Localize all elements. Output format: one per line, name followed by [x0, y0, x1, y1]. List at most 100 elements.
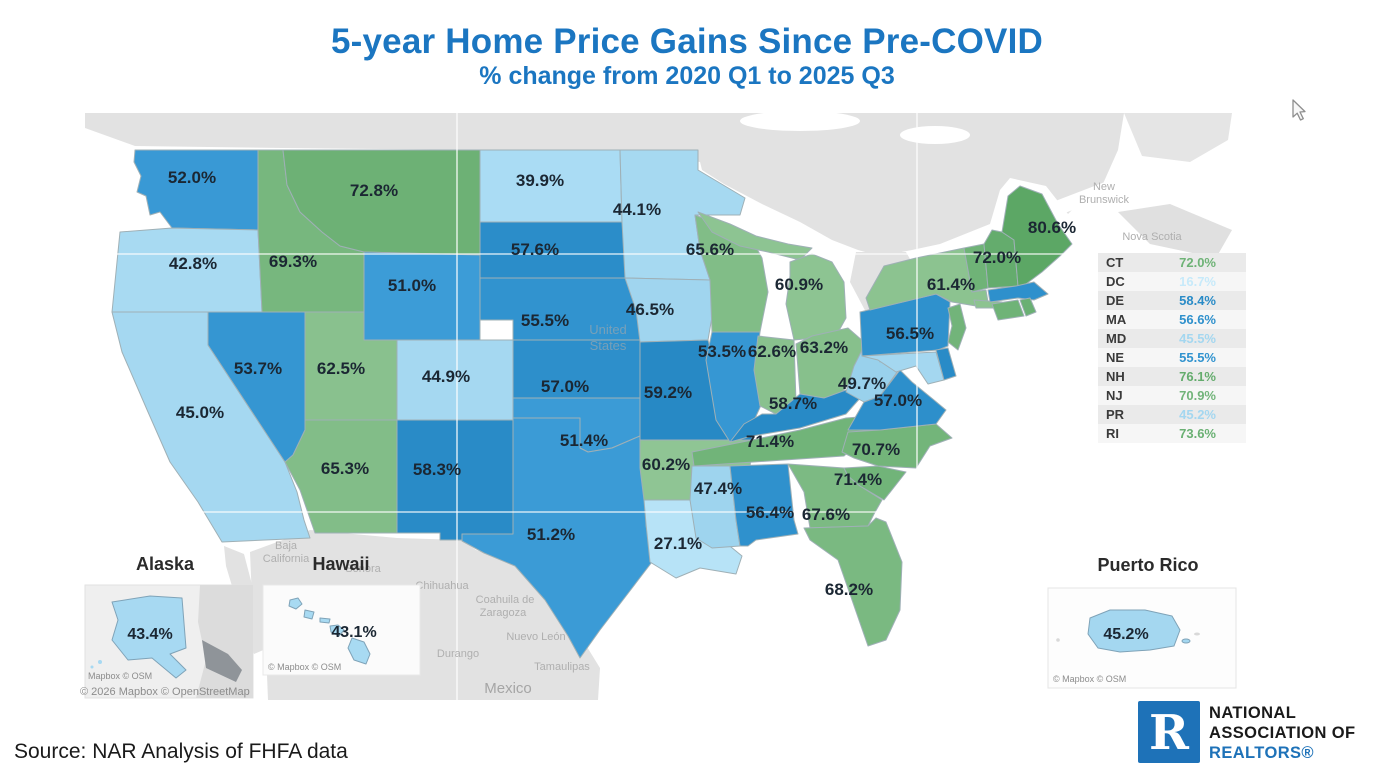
state-value-nv: 53.7% [234, 359, 282, 378]
baja-label-2: California [263, 553, 310, 565]
state-al[interactable] [729, 463, 799, 547]
legend-abbr-md: MD [1106, 331, 1127, 346]
legend-row-ne: NE 55.5% [1098, 348, 1246, 367]
legend-value-ct: 72.0% [1179, 255, 1216, 270]
legend-value-md: 45.5% [1179, 331, 1216, 346]
state-value-hi: 43.1% [331, 624, 376, 641]
legend-row-md: MD 45.5% [1098, 329, 1246, 348]
puerto-rico-inset: 45.2% © Mapbox © OSM [1047, 587, 1237, 689]
state-hi-molokai[interactable] [319, 617, 331, 624]
state-hi-oahu[interactable] [303, 609, 315, 620]
state-mi-lower[interactable] [785, 253, 847, 341]
state-value-mt: 72.8% [350, 181, 398, 200]
state-value-ok: 51.4% [560, 431, 608, 450]
state-nj[interactable] [947, 303, 967, 351]
coahuila-label-2: Zaragoza [480, 607, 527, 619]
legend-value-ne: 55.5% [1179, 350, 1216, 365]
legend-row-de: DE 58.4% [1098, 291, 1246, 310]
legend-row-ct: CT 72.0% [1098, 253, 1246, 272]
nova-scotia-land [1118, 204, 1232, 258]
state-hi-kauai[interactable] [288, 597, 303, 610]
state-ny[interactable] [865, 247, 989, 311]
state-value-nm: 58.3% [413, 460, 461, 479]
state-value-az: 65.3% [321, 459, 369, 478]
hawaii-inset-title: Hawaii [312, 554, 369, 574]
state-ky[interactable] [729, 389, 863, 443]
legend-value-ri: 73.6% [1179, 426, 1216, 441]
source-note: Source: NAR Analysis of FHFA data [14, 740, 348, 763]
legend-row-pr: PR 45.2% [1098, 405, 1246, 424]
state-pr[interactable] [1087, 609, 1181, 653]
state-nc[interactable] [841, 423, 953, 469]
state-value-ar: 60.2% [642, 455, 690, 474]
state-value-va: 57.0% [874, 391, 922, 410]
state-value-il: 53.5% [698, 342, 746, 361]
state-ma[interactable] [987, 281, 1049, 303]
puerto-rico-attribution[interactable]: © Mapbox © OSM [1053, 674, 1126, 684]
mouse-cursor-icon [1292, 99, 1306, 121]
state-value-la: 27.1% [654, 534, 702, 553]
pr-island-vieques[interactable] [1181, 638, 1191, 644]
state-value-tn: 71.4% [746, 432, 794, 451]
legend-abbr-ri: RI [1106, 426, 1119, 441]
puerto-rico-inset-title: Puerto Rico [1097, 555, 1198, 575]
state-value-tx: 51.2% [527, 525, 575, 544]
alaska-attribution[interactable]: Mapbox © OSM [88, 671, 152, 681]
page-title: 5-year Home Price Gains Since Pre-COVID [331, 22, 1043, 61]
state-value-wi: 65.6% [686, 240, 734, 259]
legend-row-nh: NH 76.1% [1098, 367, 1246, 386]
state-value-mo: 59.2% [644, 383, 692, 402]
state-ct[interactable] [991, 299, 1025, 321]
new-brunswick-label-2: Brunswick [1079, 194, 1130, 206]
small-state-legend: CT 72.0% DC 16.7% DE 58.4% MA 56.6% MD 45.5% … [1098, 253, 1246, 443]
legend-row-ma: MA 56.6% [1098, 310, 1246, 329]
legend-abbr-ne: NE [1106, 350, 1125, 365]
page-subtitle: % change from 2020 Q1 to 2025 Q3 [479, 62, 895, 90]
state-hi-maui[interactable] [329, 624, 345, 637]
state-value-mi: 60.9% [775, 275, 823, 294]
state-value-ca: 45.0% [176, 403, 224, 422]
alaska-inset: 43.4% Mapbox © OSM [84, 584, 254, 699]
nar-logo-mark-icon: R [1138, 701, 1200, 763]
state-fl[interactable] [803, 517, 903, 647]
main-map-attribution[interactable]: © 2026 Mapbox © OpenStreetMap [80, 686, 250, 698]
state-value-or: 42.8% [169, 254, 217, 273]
state-value-ms: 47.4% [694, 479, 742, 498]
new-brunswick-label-1: New [1093, 181, 1115, 193]
state-hi-big-island[interactable] [347, 637, 371, 665]
state-value-al: 56.4% [746, 503, 794, 522]
state-tx[interactable] [461, 417, 653, 659]
state-ri[interactable] [1019, 297, 1037, 317]
state-wy[interactable] [363, 251, 481, 341]
baja-label-1: Baja [275, 540, 298, 552]
state-de[interactable] [935, 347, 957, 381]
nuevo-leon-label: Nuevo León [506, 631, 565, 643]
state-value-wv: 49.7% [838, 374, 886, 393]
state-value-sd: 57.6% [511, 240, 559, 259]
hawaii-attribution[interactable]: © Mapbox © OSM [268, 662, 341, 672]
hudson-bay [740, 111, 860, 131]
legend-value-de: 58.4% [1179, 293, 1216, 308]
svg-text:R: R [1149, 705, 1190, 761]
united-states-label-2: States [590, 338, 627, 353]
state-value-ia: 46.5% [626, 300, 674, 319]
mexico-label: Mexico [484, 680, 532, 697]
nar-logo-line1: NATIONAL [1209, 704, 1297, 722]
state-value-ky: 58.7% [769, 394, 817, 413]
state-value-ut: 62.5% [317, 359, 365, 378]
state-me[interactable] [1001, 185, 1073, 287]
state-value-ks: 57.0% [541, 377, 589, 396]
state-wa[interactable] [133, 149, 259, 231]
chihuahua-label: Chihuahua [415, 580, 469, 592]
nar-logo: R NATIONAL ASSOCIATION OF REALTORS® [1138, 701, 1355, 763]
state-ak[interactable] [111, 595, 187, 679]
state-nm[interactable] [396, 419, 514, 541]
state-value-ak: 43.4% [127, 626, 172, 643]
state-value-pr: 45.2% [1103, 626, 1148, 643]
james-bay [900, 126, 970, 144]
legend-value-nj: 70.9% [1179, 388, 1216, 403]
legend-value-pr: 45.2% [1179, 407, 1216, 422]
legend-abbr-pr: PR [1106, 407, 1125, 422]
legend-row-nj: NJ 70.9% [1098, 386, 1246, 405]
